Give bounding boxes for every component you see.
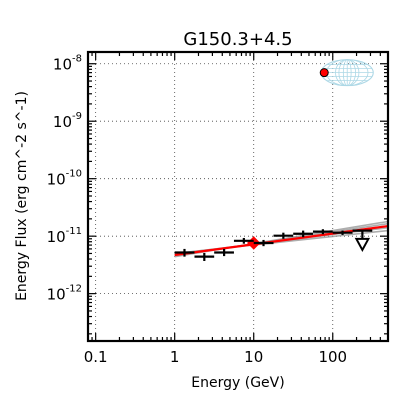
plot-frame (86, 50, 390, 343)
chart-title: G150.3+4.5 (183, 29, 292, 50)
flux-points (174, 229, 373, 261)
grid-lines (88, 52, 388, 341)
flux-point (293, 230, 313, 238)
x-tick-label: 100 (318, 348, 347, 366)
y-tick-exponent: -10 (66, 169, 82, 180)
x-tick-label: 1 (170, 348, 180, 366)
y-tick-base: 10 (53, 56, 72, 74)
y-tick-exponent: -8 (72, 54, 82, 65)
flux-point (253, 239, 274, 247)
y-tick-base: 10 (53, 113, 72, 131)
globe-icon (320, 59, 374, 87)
y-axis-label-text: Energy Flux (erg cm^-2 s^-1) (14, 91, 30, 301)
x-tick-label: 0.1 (84, 348, 108, 366)
flux-point (214, 248, 234, 257)
y-tick-exponent: -12 (66, 284, 82, 295)
flux-point (233, 237, 254, 244)
flux-point (273, 232, 294, 239)
upper-limit-arrow (354, 237, 371, 253)
y-tick-base: 10 (47, 228, 66, 246)
source-marker (319, 68, 329, 78)
y-tick-label: 10-9 (53, 111, 82, 131)
y-tick-exponent: -9 (72, 111, 82, 122)
y-tick-exponent: -11 (66, 226, 82, 237)
axis-ticks (88, 52, 388, 341)
fit-line (174, 224, 389, 257)
x-tick-label: 10 (244, 348, 263, 366)
x-axis-label: Energy (GeV) (191, 375, 284, 391)
y-tick-base: 10 (47, 286, 66, 304)
flux-point (174, 248, 195, 257)
y-tick-label: 10-11 (47, 226, 82, 246)
flux-point (332, 230, 353, 235)
y-tick-label: 10-10 (47, 169, 82, 189)
y-tick-label: 10-8 (53, 54, 82, 74)
flux-point (194, 252, 215, 261)
x-tick-labels: 0.1 1 10 100 (84, 348, 347, 366)
y-tick-label: 10-12 (47, 284, 82, 304)
upper-limit (352, 229, 373, 253)
y-tick-base: 10 (47, 171, 66, 189)
y-axis-label: Energy Flux (erg cm^-2 s^-1) (14, 91, 30, 301)
flux-point (312, 229, 333, 235)
globe-inset (319, 59, 374, 87)
